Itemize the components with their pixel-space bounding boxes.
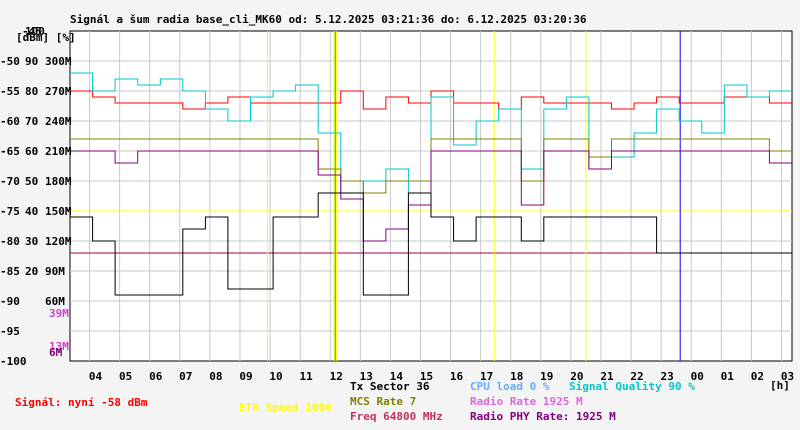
x-tick-label: 09 [239,370,252,383]
x-tick-label: 20 [570,370,583,383]
legend-cpu-load: CPU load 0 % [470,380,550,393]
y-tick-extra-rate: 13M [49,340,69,353]
y-tick-extra-rate: 39M [49,307,69,320]
y-tick-rate: 270M [45,85,72,98]
y-tick-pct: 90 [25,55,38,68]
y-tick-pct: 30 [25,235,38,248]
x-tick-label: 11 [300,370,314,383]
y-tick-rate: 120M [45,235,72,248]
y-tick-rate: 180M [45,175,72,188]
y-tick-pct: 100 [25,25,45,38]
x-tick-label: 12 [330,370,343,383]
series-group [70,72,792,296]
legend-radio-rate: Radio Rate 1925 M [470,395,583,408]
x-tick-label: 10 [269,370,282,383]
x-tick-label: 07 [179,370,192,383]
y-tick-dbm: -50 [0,55,20,68]
x-tick-label: 23 [661,370,674,383]
x-tick-label: 14 [390,370,404,383]
x-tick-label: 00 [691,370,704,383]
y-tick-dbm: -100 [0,355,27,368]
y-tick-dbm: -95 [0,325,20,338]
x-tick-label: 01 [721,370,735,383]
x-tick-label: 18 [510,370,523,383]
x-tick-label: 15 [420,370,433,383]
x-tick-label: 06 [149,370,163,383]
x-tick-label: 21 [600,370,614,383]
y-tick-extra-rate: 6M [49,346,63,359]
y-tick-pct: 80 [25,85,38,98]
y-tick-dbm: -90 [0,295,20,308]
x-tick-label: 16 [450,370,464,383]
x-tick-label: 05 [119,370,132,383]
y-tick-rate: 240M [45,115,72,128]
y-tick-dbm: -60 [0,115,20,128]
y-tick-pct: 20 [25,265,38,278]
x-tick-label: 02 [751,370,764,383]
x-tick-label: 08 [209,370,222,383]
y-tick-rate: 60M [45,295,65,308]
legend-mcs-rate: MCS Rate 7 [350,395,416,408]
y-tick-dbm: -85 [0,265,20,278]
y-tick-pct: 60 [25,145,38,158]
y-axis-label: [dBm] [%] [16,31,76,44]
y-tick-pct: 50 [25,175,38,188]
x-tick-label: 19 [540,370,553,383]
y-tick-pct: 70 [25,115,38,128]
legend-freq: Freq 64800 MHz [350,410,443,423]
x-tick-label: 13 [360,370,373,383]
x-tick-label: 17 [480,370,493,383]
x-axis-ticks: 04 05 06 07 08 09 10 11 12 13 14 15 16 17 18 19 20 21 22 23… [89,370,794,383]
y-tick-dbm: -55 [0,85,20,98]
y-tick-dbm: -45 [22,25,42,38]
y-tick-dbm: -75 [0,205,20,218]
y-tick-pct: 40 [25,205,38,218]
legend-eth-speed: ETH Speed 1000 [239,401,332,414]
legend-tx-sector: Tx Sector 36 [350,380,430,393]
chart-title: Signál a šum radia base_cli_MK60 od: 5.1… [70,13,587,26]
x-tick-label: 03 [781,370,794,383]
legend-signal-now: Signál: nyní -58 dBm [15,396,148,409]
y-tick-rate: 210M [45,145,72,158]
x-tick-label: 22 [630,370,643,383]
series-line [70,150,792,242]
legend-signal-quality: Signal Quality 90 % [569,380,695,393]
x-axis-unit: [h] [770,379,790,392]
y-tick-rate: 90M [45,265,65,278]
y-tick-rate: 300M [45,55,72,68]
y-tick-dbm: -80 [0,235,20,248]
series-line [70,138,792,194]
legend-radio-phy-rate: Radio PHY Rate: 1925 M [470,410,616,423]
y-tick-dbm: -65 [0,145,20,158]
series-line [70,192,792,296]
x-tick-label: 04 [89,370,103,383]
y-tick-rate: 150M [45,205,72,218]
y-tick-dbm: -70 [0,175,20,188]
